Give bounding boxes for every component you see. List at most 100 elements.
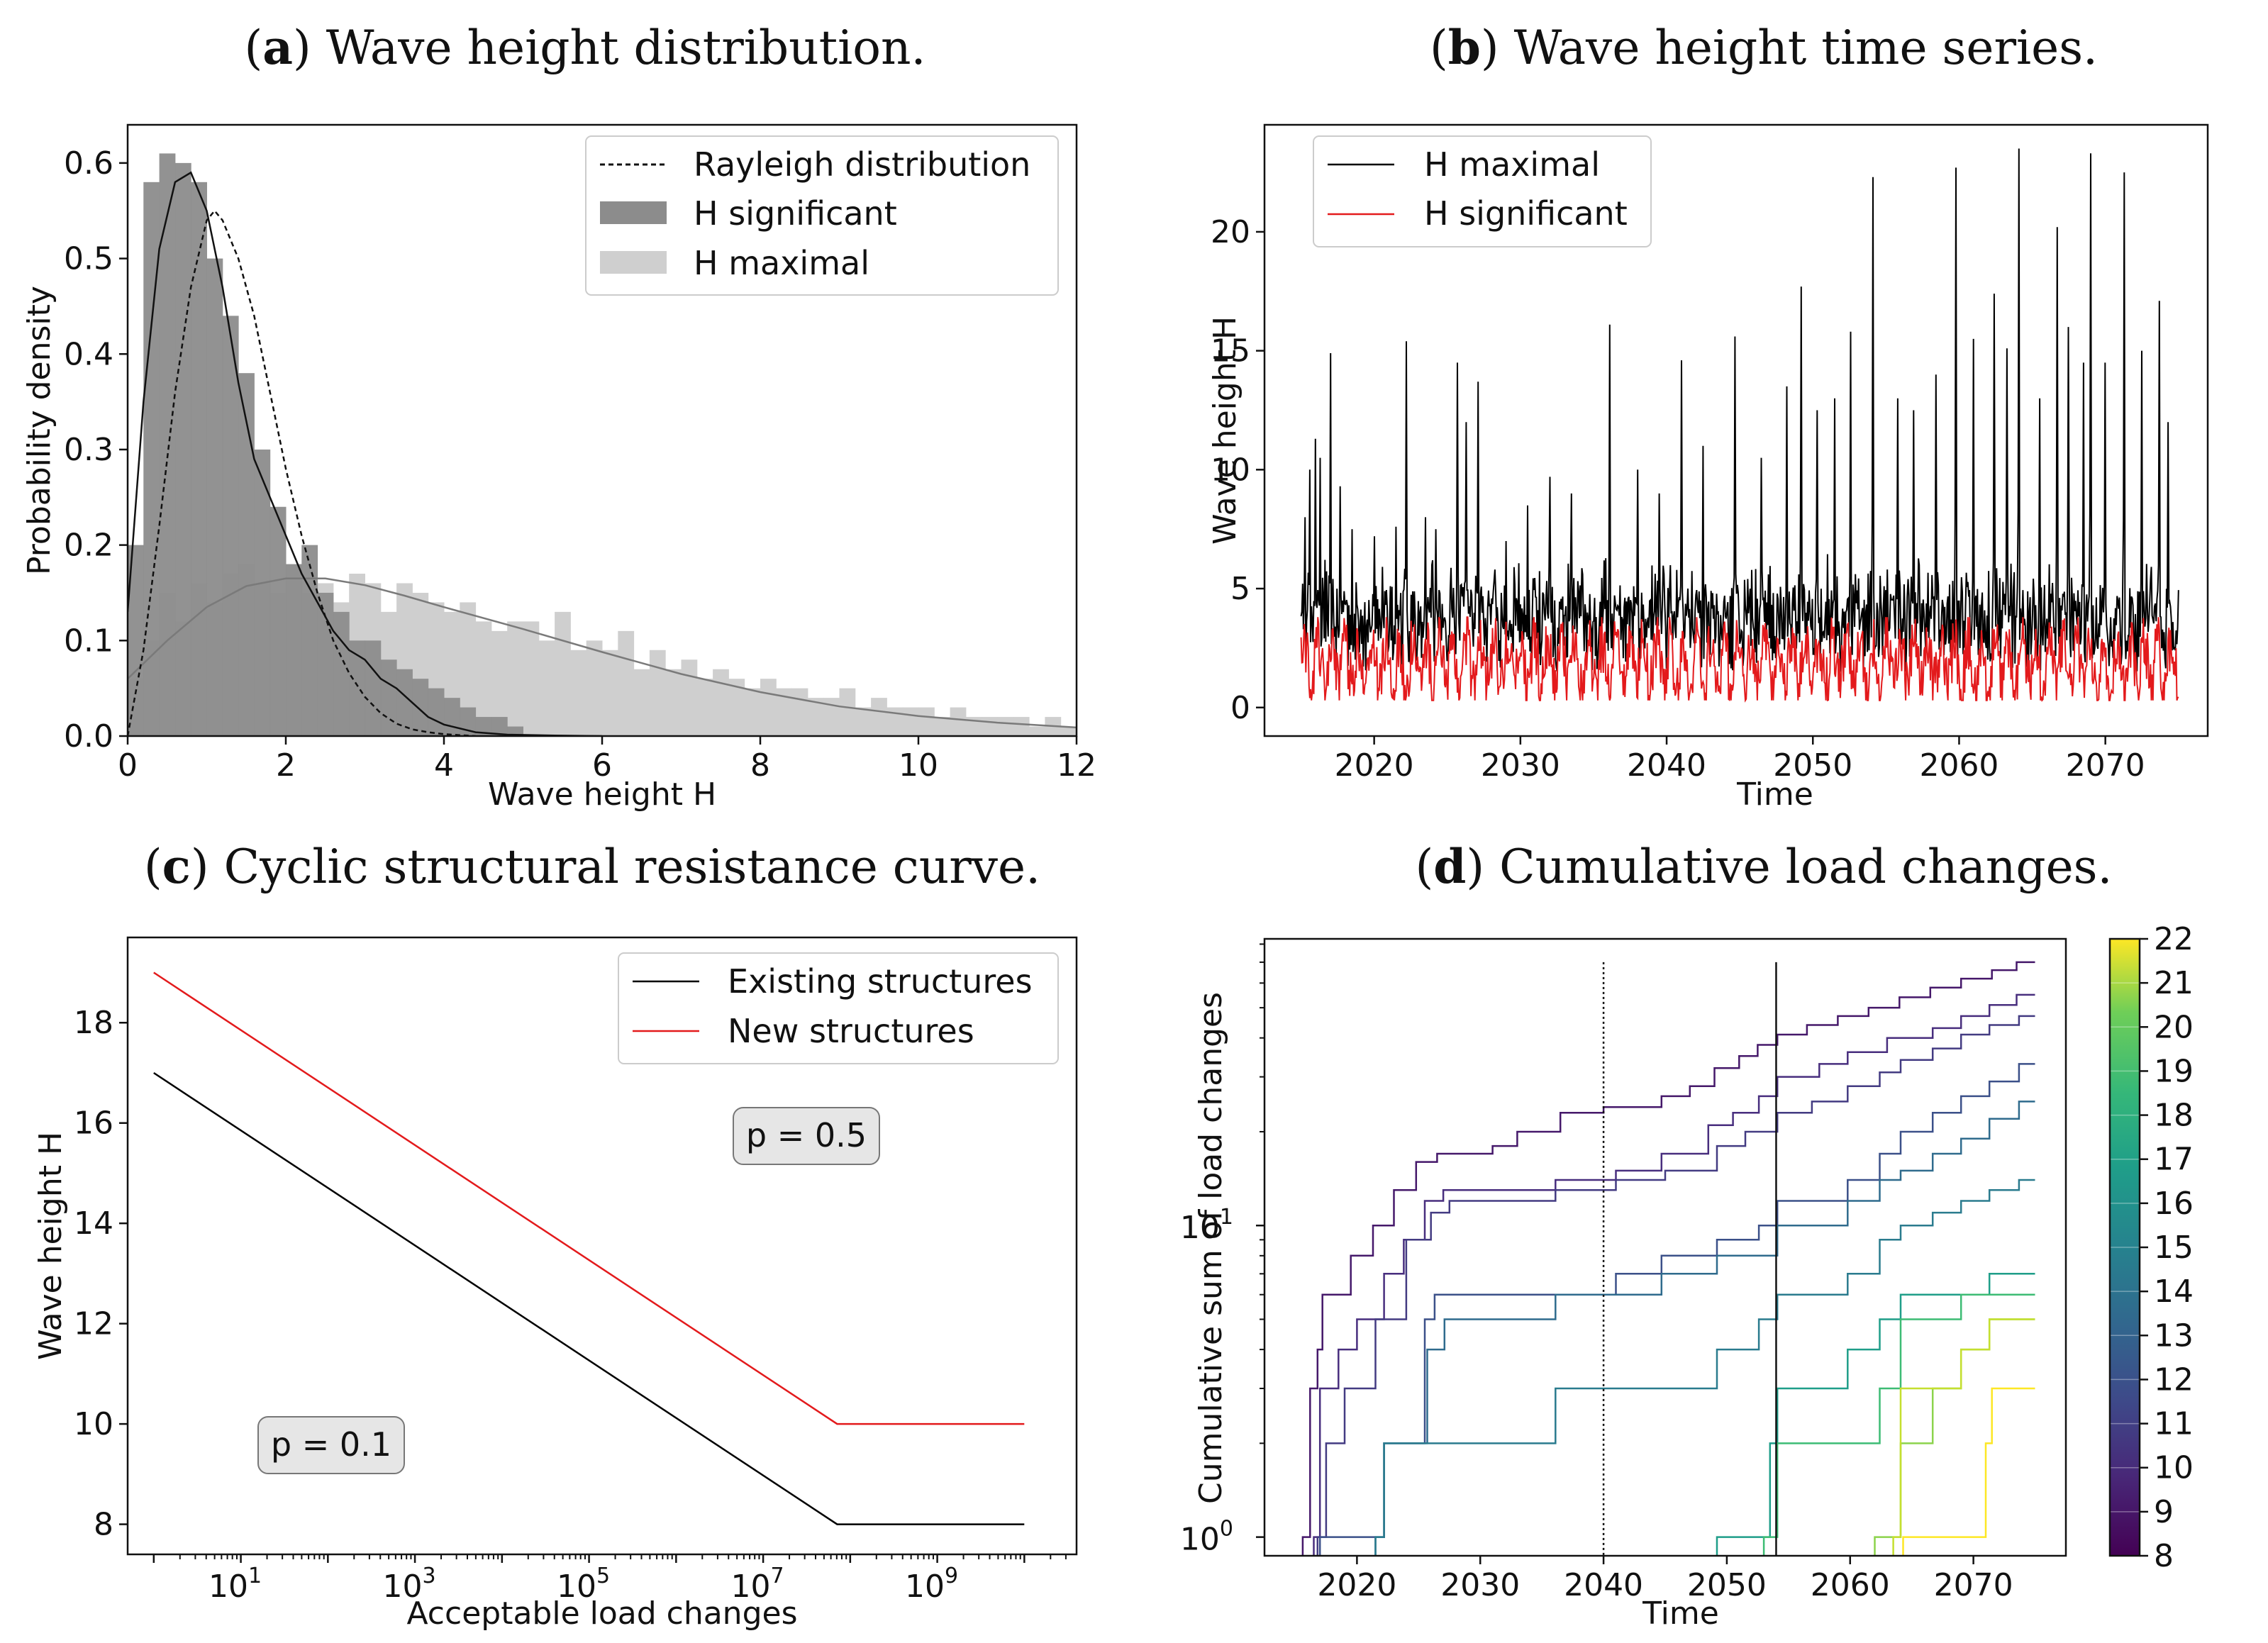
a-max-bar — [902, 707, 919, 736]
b-y-tick-label: 0 — [1230, 690, 1250, 726]
a-sig-bar — [396, 669, 413, 736]
d-threshold-8-line — [1301, 961, 2035, 1556]
d-colorbar-tick-label: 18 — [2154, 1098, 2194, 1134]
d-threshold-10-line — [1313, 993, 2035, 1556]
d-colorbar-tick-label: 11 — [2154, 1406, 2194, 1442]
c-x-tick-label: 103 — [383, 1564, 436, 1605]
b-h-maximal-line — [1300, 148, 2179, 672]
b-y-tick-label: 15 — [1211, 333, 1250, 369]
c-x-tick-base: 10 — [209, 1569, 248, 1605]
panel-d-title-label: d — [1433, 839, 1466, 894]
a-sig-bar — [143, 182, 160, 736]
c-y-tick-label: 12 — [74, 1306, 113, 1342]
a-sig-bar — [380, 659, 397, 736]
a-max-bar — [475, 621, 492, 736]
a-max-bar — [1060, 726, 1077, 736]
c-x-tick-label: 105 — [557, 1564, 610, 1605]
a-max-bar — [1029, 726, 1045, 736]
a-y-tick-label: 0.5 — [64, 241, 113, 277]
a-x-ticks: 0 2 4 6 8 10 12 — [118, 736, 1096, 784]
a-max-bar — [570, 650, 587, 736]
a-h-significant-bars — [128, 153, 523, 736]
a-y-tick-label: 0.3 — [64, 432, 113, 468]
d-colorbar-tick-label: 8 — [2154, 1538, 2174, 1574]
b-h-significant-line — [1300, 616, 2179, 703]
d-colorbar-frame — [2108, 937, 2141, 1557]
a-legend-maximal-swatch — [600, 251, 667, 274]
c-x-axis-label: Acceptable load changes — [406, 1595, 797, 1632]
panel-b-wave-height-time-series: (b) Wave height time series. 2020 2030 204… — [1207, 20, 2209, 813]
a-max-bar — [713, 669, 729, 736]
b-plot-frame — [1263, 123, 2209, 737]
c-x-tick-exponent: 9 — [945, 1564, 958, 1588]
c-x-tick-label: 107 — [731, 1564, 784, 1605]
a-y-tick-label: 0.1 — [64, 623, 113, 659]
a-sig-bar — [444, 698, 460, 736]
c-legend-existing-label: Existing structures — [728, 962, 1033, 1001]
c-plot-frame — [126, 936, 1078, 1556]
a-sig-bar — [128, 545, 144, 736]
panel-b-title-label: b — [1448, 20, 1481, 75]
b-x-tick-label: 2050 — [1773, 747, 1852, 784]
d-colorbar-tick-label: 15 — [2154, 1230, 2194, 1266]
d-colorbar-tick-label: 13 — [2154, 1318, 2194, 1354]
a-max-bar — [649, 650, 666, 736]
panel-a-wave-height-distribution: (a) Wave height distribution. 0 2 4 6 8 10 12 … — [21, 20, 1096, 813]
c-x-tick-exponent: 1 — [248, 1564, 262, 1588]
a-max-bar — [791, 688, 808, 736]
a-max-bar — [728, 679, 745, 736]
a-max-bar — [1013, 717, 1030, 736]
c-y-axis-label: Wave height H — [33, 1132, 69, 1360]
d-threshold-13-line — [1374, 1101, 2035, 1556]
a-sig-bar — [222, 316, 239, 736]
a-max-bar — [855, 707, 872, 736]
a-y-tick-label: 0.0 — [64, 718, 113, 754]
b-x-tick-label: 2020 — [1335, 747, 1414, 784]
a-max-bar — [997, 717, 1014, 736]
panel-b-title-text: ) Wave height time series. — [1481, 21, 2098, 75]
a-sig-bar — [254, 449, 271, 736]
d-colorbar-tick-label: 21 — [2154, 965, 2194, 1001]
panel-a-title-label: a — [262, 20, 293, 75]
d-colorbar-gradient — [2110, 939, 2140, 1556]
d-colorbar-tick-label: 20 — [2154, 1009, 2194, 1045]
a-max-bar — [602, 650, 618, 736]
a-sig-bar — [286, 564, 302, 736]
c-x-tick-exponent: 7 — [771, 1564, 784, 1588]
a-y-tick-label: 0.2 — [64, 528, 113, 564]
a-x-axis-label: Wave height H — [488, 776, 716, 813]
a-max-bar — [744, 688, 761, 736]
d-colorbar: 8 9 10 11 12 13 14 15 16 17 18 19 20 21 22 — [2108, 921, 2194, 1574]
a-x-tick-label: 0 — [118, 747, 138, 784]
c-legend: Existing structures New structures — [618, 952, 1059, 1064]
a-sig-bar — [491, 717, 508, 736]
a-x-tick-label: 4 — [434, 747, 454, 784]
a-max-bar — [871, 698, 887, 736]
d-y-tick-exponent: 0 — [1220, 1517, 1233, 1542]
c-annotation-p01-box — [257, 1416, 405, 1474]
a-max-bar — [681, 659, 698, 736]
c-x-tick-label: 109 — [905, 1564, 958, 1605]
d-y-tick-base: 10 — [1180, 1522, 1220, 1558]
a-max-bar — [982, 717, 998, 736]
d-colorbar-tick-label: 19 — [2154, 1053, 2194, 1089]
a-sig-bar — [238, 373, 255, 736]
d-x-tick-label: 2020 — [1317, 1567, 1396, 1603]
a-sig-bar — [174, 162, 191, 736]
panel-d-title-text: ) Cumulative load changes. — [1466, 840, 2112, 894]
a-max-bar — [696, 679, 713, 736]
d-colorbar-tick-label: 16 — [2154, 1186, 2194, 1222]
d-x-tick-label: 2060 — [1811, 1567, 1890, 1603]
c-x-ticks: 101 103 105 107 109 — [152, 1554, 1067, 1605]
c-annotation-p05-box — [733, 1107, 880, 1165]
c-y-tick-label: 14 — [74, 1205, 113, 1242]
a-max-bar — [523, 621, 540, 736]
panel-b-title: (b) Wave height time series. — [1430, 20, 2098, 75]
a-max-bar — [839, 688, 856, 736]
d-cumulative-step-lines — [1301, 961, 2035, 1556]
b-legend-box — [1313, 135, 1652, 247]
a-sig-bar — [317, 592, 334, 736]
c-x-tick-base: 10 — [557, 1569, 596, 1605]
b-x-tick-label: 2040 — [1627, 747, 1706, 784]
d-threshold-12-line — [1318, 1063, 2035, 1556]
